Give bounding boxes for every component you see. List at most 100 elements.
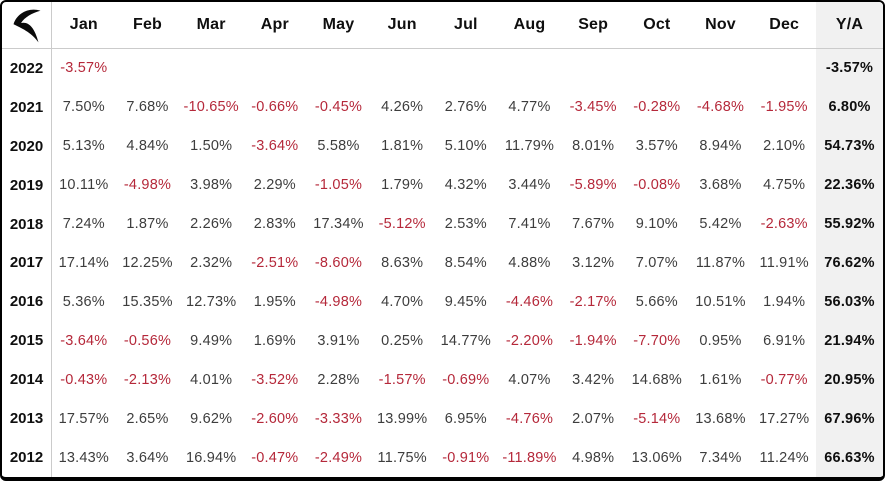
monthly-return-cell: 4.26% [381, 99, 424, 116]
monthly-return-cell: -0.66% [251, 99, 299, 116]
yearly-return-cell: 55.92% [816, 204, 883, 244]
monthly-return-cell: -0.91% [442, 449, 490, 466]
yearly-return-cell: 22.36% [816, 165, 883, 205]
monthly-return-cell: -4.98% [314, 293, 363, 310]
monthly-return-cell: -3.45% [569, 99, 617, 116]
monthly-return-cell: -3.64% [251, 138, 299, 155]
monthly-return-cell: 14.77% [440, 332, 492, 349]
monthly-return-cell: 9.10% [635, 216, 678, 233]
yearly-return-cell: 56.03% [816, 282, 883, 322]
column-header-jul: Jul [453, 16, 478, 33]
monthly-return-cell: 5.13% [62, 138, 105, 155]
table-row: 2013 17.57% 2.65% 9.62% -2.60% -3.33% 13.99% 6.… [2, 399, 883, 439]
monthly-return-cell: -0.69% [442, 371, 490, 388]
year-label: 2015 [2, 321, 52, 361]
monthly-return-cell: 7.41% [508, 216, 551, 233]
column-header-oct: Oct [643, 16, 671, 33]
monthly-return-cell: 6.95% [444, 410, 487, 427]
monthly-return-cell: 4.75% [763, 177, 806, 194]
monthly-return-cell: 2.28% [317, 371, 360, 388]
monthly-return-cell: -0.28% [633, 99, 681, 116]
monthly-return-cell [625, 49, 689, 88]
monthly-return-cell: 7.34% [699, 449, 742, 466]
table-row: 2014 -0.43% -2.13% 4.01% -3.52% 2.28% -1.57% -0… [2, 360, 883, 400]
monthly-return-cell [307, 49, 371, 88]
column-header-jun: Jun [387, 16, 417, 33]
column-header-aug: Aug [513, 16, 546, 33]
yearly-return-cell: 20.95% [816, 360, 883, 400]
monthly-return-cell [561, 49, 625, 88]
column-header-dec: Dec [769, 16, 800, 33]
monthly-return-cell: -8.60% [314, 254, 363, 271]
monthly-return-cell: 3.64% [126, 449, 169, 466]
monthly-return-cell: 0.25% [381, 332, 424, 349]
table-row: 2022 -3.57% -3.57% [2, 49, 883, 88]
monthly-return-cell: 3.98% [190, 177, 233, 194]
yearly-return-cell: 67.96% [816, 399, 883, 439]
year-label: 2020 [2, 126, 52, 166]
monthly-return-cell: 2.83% [253, 216, 296, 233]
monthly-return-cell: 3.91% [317, 332, 360, 349]
monthly-return-cell: 1.61% [699, 371, 742, 388]
monthly-return-cell: 3.42% [572, 371, 615, 388]
monthly-return-cell: 13.06% [631, 449, 683, 466]
monthly-return-cell: 1.87% [126, 216, 169, 233]
monthly-return-cell [498, 49, 562, 88]
monthly-return-cell: 11.87% [695, 254, 746, 271]
column-header-nov: Nov [705, 16, 736, 33]
monthly-return-cell: 9.45% [444, 293, 487, 310]
brand-logo[interactable] [2, 2, 52, 48]
monthly-return-cell: 13.99% [376, 410, 428, 427]
year-label: 2019 [2, 165, 52, 205]
monthly-return-cell: -0.43% [60, 371, 108, 388]
monthly-return-cell: 13.68% [695, 410, 746, 427]
monthly-return-cell: 11.75% [377, 449, 427, 466]
monthly-return-cell: 7.24% [62, 216, 105, 233]
year-label: 2017 [2, 243, 52, 283]
monthly-return-cell: 13.43% [58, 449, 110, 466]
monthly-return-cell: 12.73% [185, 293, 237, 310]
table-row: 2021 7.50% 7.68% -10.65% -0.66% -0.45% 4.26% 2.… [2, 87, 883, 127]
monthly-return-cell: 17.14% [58, 254, 110, 271]
monthly-return-cell: 3.57% [635, 138, 678, 155]
monthly-return-cell: 2.53% [444, 216, 487, 233]
monthly-return-cell: -4.98% [123, 177, 172, 194]
monthly-return-cell: -3.64% [60, 332, 108, 349]
monthly-return-cell: 1.69% [253, 332, 296, 349]
column-header-ya: Y/A [816, 2, 883, 48]
yearly-return-cell: 76.62% [816, 243, 883, 283]
monthly-return-cell: 10.11% [59, 177, 109, 194]
monthly-return-cell: 5.42% [699, 216, 742, 233]
column-header-jan: Jan [69, 16, 98, 33]
yearly-return-cell: 21.94% [816, 321, 883, 361]
table-row: 2020 5.13% 4.84% 1.50% -3.64% 5.58% 1.81% 5.10%… [2, 126, 883, 166]
swoosh-r-logo-icon [13, 9, 40, 43]
monthly-return-cell: 11.79% [504, 138, 555, 155]
year-label: 2016 [2, 282, 52, 322]
table-row: 2017 17.14% 12.25% 2.32% -2.51% -8.60% 8.63% 8.… [2, 243, 883, 283]
monthly-return-cell: 4.84% [126, 138, 169, 155]
monthly-return-cell: -2.49% [314, 449, 363, 466]
monthly-return-cell: 2.26% [190, 216, 233, 233]
yearly-return-cell: 6.80% [816, 87, 883, 127]
monthly-return-cell: 1.95% [253, 293, 296, 310]
monthly-return-cell: 1.81% [381, 138, 424, 155]
monthly-return-cell: -4.46% [505, 293, 554, 310]
table-row: 2015 -3.64% -0.56% 9.49% 1.69% 3.91% 0.25% 14.7… [2, 321, 883, 361]
monthly-return-cell: -2.60% [251, 410, 299, 427]
monthly-return-cell [179, 49, 243, 88]
monthly-return-cell: -10.65% [183, 99, 239, 116]
monthly-return-cell: 17.27% [758, 410, 810, 427]
monthly-return-cell: 7.50% [62, 99, 105, 116]
monthly-return-cell: -5.14% [633, 410, 681, 427]
yearly-return-cell: 54.73% [816, 126, 883, 166]
column-header-may: May [322, 16, 355, 33]
monthly-return-cell: 10.51% [695, 293, 746, 310]
table-row: 2018 7.24% 1.87% 2.26% 2.83% 17.34% -5.12% 2.53… [2, 204, 883, 244]
monthly-return-cell: 3.44% [508, 177, 551, 194]
year-label: 2021 [2, 87, 52, 127]
monthly-return-cell: 17.57% [58, 410, 110, 427]
monthly-return-cell [116, 49, 180, 88]
monthly-return-cell: -1.57% [378, 371, 426, 388]
